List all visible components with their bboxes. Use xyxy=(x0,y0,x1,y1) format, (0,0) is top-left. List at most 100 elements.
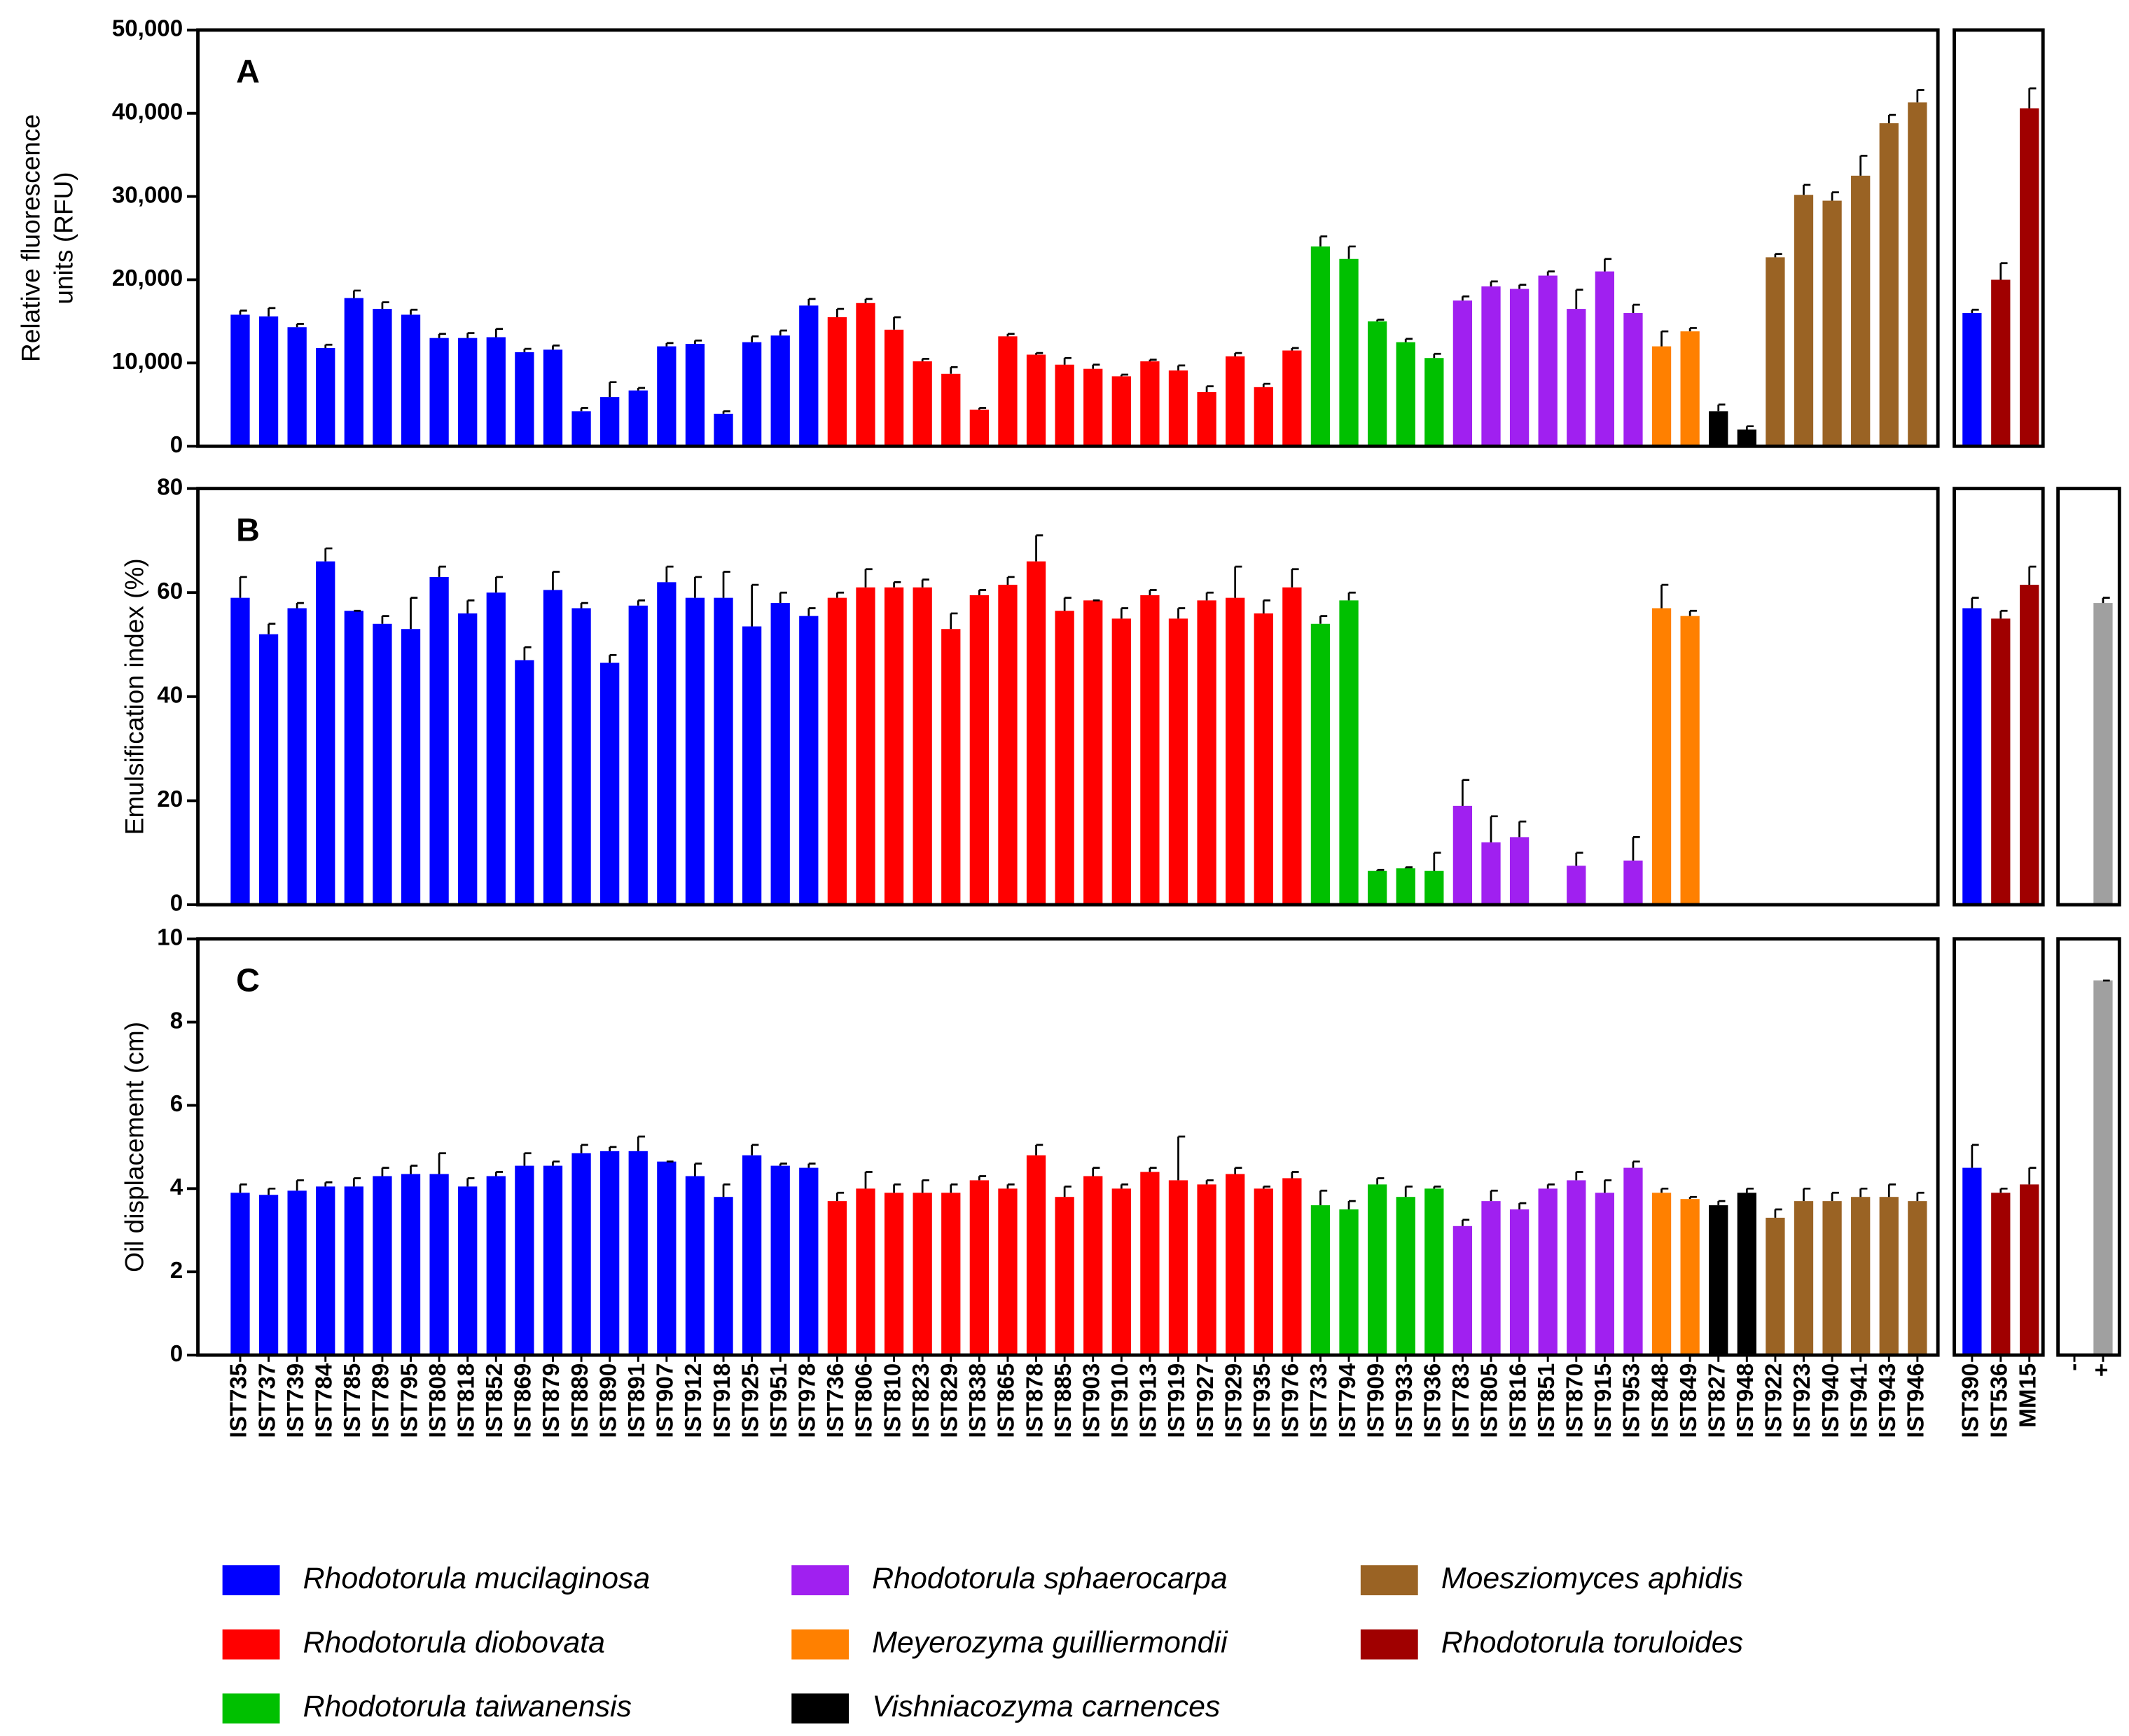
bar xyxy=(515,660,534,905)
bar xyxy=(1026,1155,1046,1356)
legend-label: Vishniacozyma carnences xyxy=(872,1690,1220,1723)
error-bar xyxy=(1518,820,1527,838)
bar xyxy=(316,1186,335,1356)
bar xyxy=(230,597,250,905)
error-bar xyxy=(1999,262,2008,280)
bar xyxy=(628,390,648,447)
bar xyxy=(1055,1197,1074,1356)
legend-swatch xyxy=(791,1693,849,1724)
bar xyxy=(714,413,733,447)
bar xyxy=(600,397,620,447)
error-bar xyxy=(381,615,389,624)
error-bar xyxy=(381,301,389,310)
bar xyxy=(1680,331,1700,447)
bar xyxy=(969,595,989,905)
error-bar xyxy=(1774,1208,1782,1218)
error-bar xyxy=(438,565,446,577)
legend-label: Rhodotorula sphaerocarpa xyxy=(872,1562,1228,1595)
bar xyxy=(1396,868,1415,905)
x-tick-label: IST903 xyxy=(1079,1363,1104,1438)
x-tick-label: IST390 xyxy=(1958,1363,1984,1438)
bar xyxy=(1026,561,1046,905)
figure-body: 0 10,000 20,000 30,000 40,000 50,000 Relative … xyxy=(16,16,2121,1724)
x-tick-label: IST948 xyxy=(1733,1363,1759,1438)
error-bar xyxy=(2028,565,2037,585)
error-bar xyxy=(1376,1177,1385,1185)
bar xyxy=(1595,271,1615,447)
error-bar xyxy=(1319,235,1328,246)
bar xyxy=(458,338,478,447)
error-bar xyxy=(1745,425,1754,430)
error-bar xyxy=(1546,1183,1555,1189)
error-bar xyxy=(921,358,929,361)
error-bar xyxy=(381,1167,389,1176)
error-bar xyxy=(1887,113,1896,124)
error-bar xyxy=(466,599,475,613)
y-tick-label: 0 xyxy=(170,1341,183,1367)
bar xyxy=(770,603,790,905)
error-bar xyxy=(836,1191,845,1202)
y-axis-title: Emulsification index (%) xyxy=(120,558,149,835)
error-bar xyxy=(893,316,901,330)
x-tick-label: IST933 xyxy=(1392,1363,1417,1438)
bar xyxy=(657,582,677,905)
bar xyxy=(1452,300,1473,447)
x-tick-label: IST889 xyxy=(567,1363,593,1438)
x-tick-label: IST925 xyxy=(737,1363,763,1438)
y-tick-label: 30,000 xyxy=(112,182,183,208)
error-bar xyxy=(1177,364,1186,371)
bar xyxy=(714,1197,733,1356)
bar xyxy=(2093,603,2113,905)
bar xyxy=(941,1193,961,1356)
y-tick-label: 80 xyxy=(157,474,183,500)
bar xyxy=(258,634,279,905)
panel-label: B xyxy=(236,511,260,548)
error-bar xyxy=(523,646,532,660)
x-tick-label: IST869 xyxy=(511,1363,536,1438)
error-bar xyxy=(694,576,702,598)
error-bar xyxy=(1006,333,1015,337)
error-bar xyxy=(637,599,645,606)
error-bar xyxy=(410,1165,418,1174)
error-bar xyxy=(1433,352,1441,359)
error-bar xyxy=(1063,356,1072,365)
bar xyxy=(827,597,847,905)
error-bar xyxy=(1149,1167,1157,1172)
y-axis-title: Oil displacement (cm) xyxy=(120,1022,149,1272)
bar xyxy=(1567,1180,1586,1356)
bar xyxy=(316,347,335,447)
bar xyxy=(1367,870,1387,905)
error-bar xyxy=(637,387,645,391)
bar xyxy=(1083,600,1103,905)
error-bar xyxy=(1971,1144,1979,1168)
y-tick-label: 40 xyxy=(157,683,183,709)
legend-swatch xyxy=(1360,1565,1418,1596)
x-tick-label: IST878 xyxy=(1022,1363,1048,1438)
error-bar xyxy=(1205,1179,1214,1185)
error-bar xyxy=(552,1160,560,1166)
x-tick-label: IST736 xyxy=(823,1363,849,1438)
error-bar xyxy=(1234,352,1242,356)
error-bar xyxy=(1916,1191,1925,1202)
x-tick-label: IST919 xyxy=(1164,1363,1190,1438)
error-bar xyxy=(1376,319,1385,321)
error-bar xyxy=(950,612,958,630)
bar xyxy=(2020,108,2039,447)
error-bar xyxy=(722,1183,730,1197)
bar xyxy=(515,1165,534,1356)
bar xyxy=(1282,1178,1302,1356)
bar xyxy=(1567,866,1586,905)
error-bar xyxy=(268,1187,276,1195)
error-bar xyxy=(552,345,560,350)
x-tick-label: IST806 xyxy=(852,1363,878,1438)
bar xyxy=(1310,1205,1331,1356)
error-bar xyxy=(466,332,475,338)
x-tick-label: IST808 xyxy=(425,1363,451,1438)
error-bar xyxy=(324,1181,333,1187)
x-tick-label: - xyxy=(2060,1363,2086,1371)
error-bar xyxy=(694,339,702,345)
bar xyxy=(1310,623,1331,905)
error-bar xyxy=(1433,852,1441,871)
bar xyxy=(1424,1188,1444,1356)
bar xyxy=(1908,102,1927,447)
